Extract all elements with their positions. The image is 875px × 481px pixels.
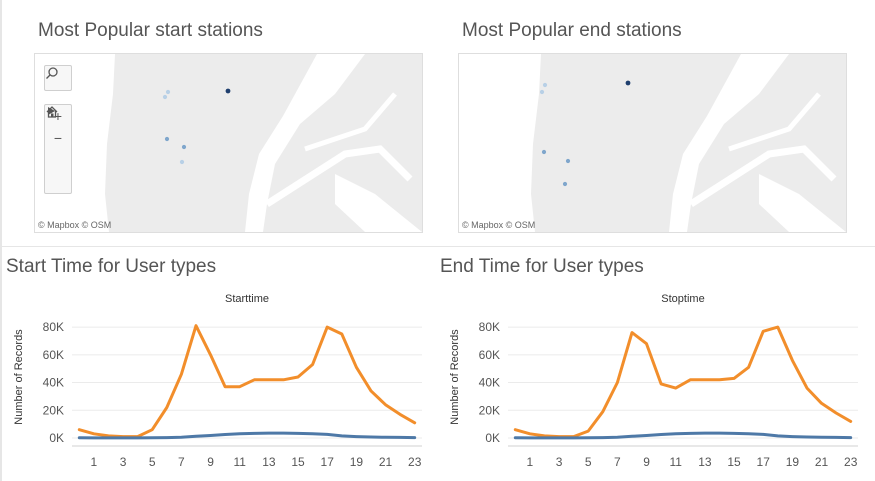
start-stations-title: Most Popular start stations [38, 20, 263, 41]
x-tick-label: 17 [757, 455, 771, 469]
home-button[interactable] [45, 106, 71, 171]
water-river [245, 54, 365, 232]
end-time-title: End Time for User types [440, 256, 644, 277]
x-tick-label: 13 [262, 455, 276, 469]
chart-title: Stoptime [661, 293, 704, 305]
start-time-chart-svg: Starttime Number of Records 0K 20K 40K 60K 80K… [13, 293, 422, 469]
y-tick-label: 60K [43, 348, 64, 362]
x-tick-label: 9 [643, 455, 650, 469]
water-river [669, 54, 789, 232]
play-button[interactable] [45, 107, 71, 193]
station-marker[interactable] [539, 89, 545, 95]
y-tick-label: 20K [479, 403, 500, 417]
station-marker[interactable] [625, 80, 631, 86]
y-tick-label: 80K [479, 320, 500, 334]
map-toolbar: + − [44, 104, 72, 194]
start-time-title: Start Time for User types [6, 256, 217, 277]
play-icon [48, 107, 55, 115]
station-marker[interactable] [181, 144, 187, 150]
water-west [459, 54, 541, 232]
water-creek [728, 92, 821, 152]
water-creek [304, 92, 397, 152]
x-tick-label: 7 [178, 455, 185, 469]
station-markers [539, 80, 631, 187]
map-search-button[interactable] [44, 65, 72, 91]
station-marker[interactable] [179, 159, 185, 165]
x-tick-label: 15 [727, 455, 741, 469]
start-time-chart: Starttime Number of Records 0K 20K 40K 60K 80K… [0, 288, 436, 478]
map-canvas [459, 54, 846, 232]
x-tick-label: 1 [91, 455, 98, 469]
series-line-orange[interactable] [513, 325, 853, 439]
station-marker[interactable] [165, 89, 171, 95]
start-stations-map[interactable]: + − © Mapbox © OSM [34, 53, 423, 233]
station-marker[interactable] [542, 82, 548, 88]
x-tick-label: 11 [233, 455, 246, 469]
map-attribution: © Mapbox © OSM [462, 220, 536, 230]
y-tick-label: 80K [43, 320, 64, 334]
water-channel [689, 145, 837, 207]
frame-left-line [0, 0, 2, 481]
y-tick-label: 0K [49, 431, 64, 445]
x-tick-label: 5 [149, 455, 156, 469]
station-marker[interactable] [225, 88, 231, 94]
x-tick-label: 13 [698, 455, 712, 469]
y-tick-label: 60K [479, 348, 500, 362]
water-channel [265, 145, 413, 207]
station-marker[interactable] [164, 136, 170, 142]
end-time-chart: Stoptime Number of Records 0K 20K 40K 60K 80K 1… [436, 288, 872, 478]
search-icon [46, 67, 58, 79]
water-bay [759, 174, 846, 232]
x-tick-label: 5 [585, 455, 592, 469]
map-canvas [35, 54, 422, 232]
zoom-in-button[interactable]: + [53, 108, 63, 124]
end-stations-title: Most Popular end stations [462, 20, 682, 41]
zoom-out-button[interactable]: − [53, 130, 63, 146]
station-marker[interactable] [562, 181, 568, 187]
end-time-chart-svg: Stoptime Number of Records 0K 20K 40K 60K 80K 1… [449, 293, 858, 469]
chart-title: Starttime [225, 293, 269, 305]
y-tick-label: 0K [485, 431, 500, 445]
x-tick-label: 15 [291, 455, 305, 469]
x-tick-label: 23 [408, 455, 422, 469]
water-bay [335, 174, 422, 232]
end-stations-map[interactable]: © Mapbox © OSM [458, 53, 847, 233]
series-line-blue[interactable] [513, 431, 853, 440]
y-tick-label: 40K [479, 376, 500, 390]
x-tick-label: 9 [207, 455, 214, 469]
x-tick-label: 19 [350, 455, 364, 469]
x-tick-label: 17 [321, 455, 335, 469]
station-marker[interactable] [541, 149, 547, 155]
x-tick-label: 3 [120, 455, 127, 469]
y-tick-label: 40K [43, 376, 64, 390]
x-tick-label: 19 [786, 455, 800, 469]
series-line-orange[interactable] [77, 324, 417, 439]
series-line-blue[interactable] [77, 431, 417, 440]
map-attribution: © Mapbox © OSM [38, 220, 112, 230]
x-tick-label: 7 [614, 455, 621, 469]
station-marker[interactable] [162, 94, 168, 100]
x-tick-label: 23 [844, 455, 858, 469]
station-marker[interactable] [565, 158, 571, 164]
y-tick-label: 20K [43, 403, 64, 417]
x-tick-label: 1 [527, 455, 534, 469]
x-tick-label: 11 [669, 455, 682, 469]
x-tick-label: 21 [379, 455, 393, 469]
x-tick-label: 3 [556, 455, 563, 469]
x-tick-label: 21 [815, 455, 829, 469]
y-axis-label: Number of Records [449, 329, 461, 425]
frame-divider [0, 246, 875, 247]
station-markers [162, 88, 231, 165]
y-axis-label: Number of Records [13, 329, 25, 425]
